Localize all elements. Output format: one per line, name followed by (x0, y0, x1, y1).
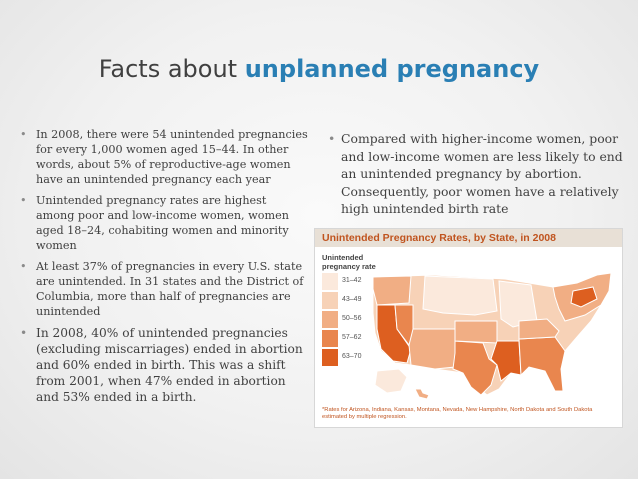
left-bullet-list: • In 2008, there were 54 unintended pregn… (20, 127, 308, 411)
legend-label: 57–62 (342, 334, 362, 341)
legend-item: 50–56 (322, 311, 392, 328)
bullet-dot: • (20, 326, 28, 340)
pregnancy-rate-map: Unintended Pregnancy Rates, by State, in… (314, 228, 623, 428)
northern-plains-states (422, 275, 498, 316)
bullet-text: Compared with higher-income women, poor … (341, 131, 623, 216)
bullet-dot: • (20, 128, 27, 141)
alaska-state (374, 368, 408, 394)
texas-state (452, 340, 498, 396)
legend-label: 31–42 (342, 277, 362, 284)
right-bullet-list: • Compared with higher-income women, poor… (328, 130, 623, 218)
legend-swatch (322, 311, 338, 328)
bullet-item: • At least 37% of pregnancies in every U.… (20, 259, 308, 319)
legend-label: 50–56 (342, 315, 362, 322)
bullet-text: In 2008, 40% of unintended pregnancies (… (36, 326, 303, 404)
legend-swatch (322, 349, 338, 366)
legend-swatch (322, 292, 338, 309)
title-highlight: unplanned pregnancy (244, 55, 540, 83)
southeast-states (518, 336, 566, 392)
slide-title: Facts about unplanned pregnancy (0, 55, 638, 83)
legend-label: 43–49 (342, 296, 362, 303)
title-prefix: Facts about (98, 55, 245, 83)
east-central-states (518, 318, 560, 340)
map-footnote: *Rates for Arizona, Indiana, Kansas, Mon… (322, 407, 593, 420)
central-plains-states (454, 320, 498, 344)
bullet-text: Unintended pregnancy rates are highest a… (36, 194, 289, 252)
southwest-states (408, 328, 456, 370)
legend-item: 43–49 (322, 292, 392, 309)
bullet-item: • Unintended pregnancy rates are highest … (20, 193, 308, 253)
us-map-graphic (372, 272, 612, 400)
pacific-northwest-states (372, 275, 412, 306)
legend-item: 31–42 (322, 273, 392, 290)
hawaii-state (414, 388, 430, 400)
legend-item: 57–62 (322, 330, 392, 347)
legend-label: 63–70 (342, 353, 362, 360)
legend-item: 63–70 (322, 349, 392, 366)
bullet-item: • Compared with higher-income women, poor… (328, 130, 623, 218)
bullet-dot: • (20, 260, 27, 273)
bullet-item: • In 2008, there were 54 unintended pregn… (20, 127, 308, 187)
new-york-state (570, 286, 598, 308)
legend-swatch (322, 273, 338, 290)
legend-swatch (322, 330, 338, 347)
bullet-text: In 2008, there were 54 unintended pregna… (36, 128, 308, 186)
bullet-item: • In 2008, 40% of unintended pregnancies … (20, 325, 308, 405)
legend-title: Unintended pregnancy rate (322, 253, 376, 271)
bullet-dot: • (328, 131, 336, 146)
map-title: Unintended Pregnancy Rates, by State, in… (315, 229, 622, 247)
bullet-dot: • (20, 194, 27, 207)
bullet-text: At least 37% of pregnancies in every U.S… (36, 260, 304, 318)
